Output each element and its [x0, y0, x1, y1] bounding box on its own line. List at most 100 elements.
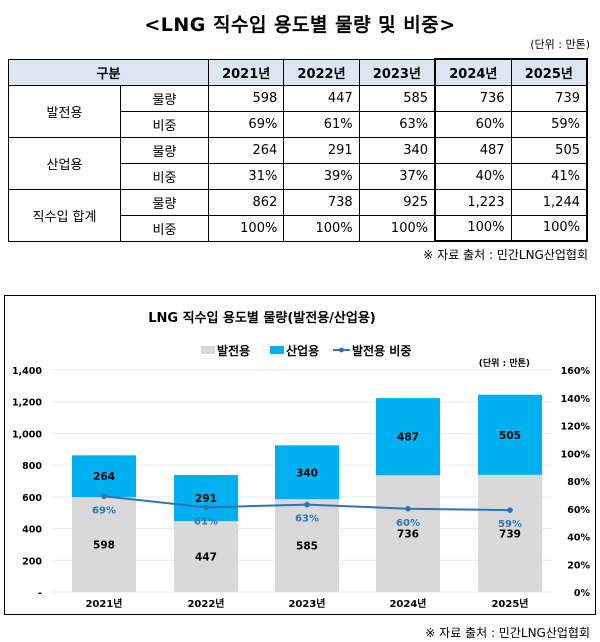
legend-label: 발전용 [217, 343, 250, 358]
x-tick-label: 2025년 [491, 597, 528, 610]
legend-label: 발전용 비중 [352, 343, 411, 358]
bar-industry [376, 398, 440, 476]
legend-label: 산업용 [286, 343, 319, 358]
bar-industry [174, 474, 238, 522]
table-cell: 40% [434, 162, 512, 190]
bar-label-power: 739 [499, 528, 521, 540]
page-title: <LNG 직수입 용도별 물량 및 비중> [144, 14, 456, 36]
header-year: 2025년 [510, 58, 588, 86]
y-tick-label: 600 [22, 493, 42, 504]
table-cell: 41% [510, 162, 588, 190]
bar-label-power: 598 [93, 540, 115, 552]
y2-tick-label: 100% [561, 449, 591, 460]
header-category: 구분 [8, 58, 209, 86]
table-cell: 487 [434, 136, 512, 164]
bar-power [174, 521, 238, 592]
share-point [507, 507, 513, 513]
table-source: ※ 자료 출처 : 민간LNG산업협회 [423, 248, 588, 262]
chart-source: ※ 자료 출처 : 민간LNG산업협회 [425, 626, 590, 640]
bar-label-industry: 340 [296, 467, 318, 479]
table-cell: 100% [207, 214, 285, 242]
table-cell: 59% [510, 110, 588, 138]
y2-tick-label: 40% [567, 533, 590, 544]
share-point [101, 493, 107, 500]
x-tick-label: 2024년 [389, 597, 426, 610]
legend-swatch-power [201, 346, 215, 354]
y-tick-label: 1,000 [12, 429, 42, 440]
y2-tick-label: 0% [574, 588, 591, 599]
header-year: 2022년 [283, 58, 360, 86]
table-cell: 925 [358, 188, 436, 216]
share-label: 60% [396, 518, 420, 529]
bar-label-industry: 291 [195, 493, 217, 505]
y2-tick-label: 20% [567, 560, 590, 571]
table-cell: 340 [358, 136, 436, 164]
bar-label-industry: 505 [499, 430, 521, 442]
group-label: 산업용 [8, 136, 121, 190]
table-cell: 505 [510, 136, 588, 164]
table-header-row: 구분 2021년 2022년 2023년 2024년 2025년 [8, 58, 588, 86]
share-label: 61% [194, 516, 218, 527]
x-tick-label: 2022년 [187, 597, 224, 610]
y2-tick-label: 60% [567, 505, 590, 516]
chart-frame [4, 295, 596, 615]
bar-power [376, 475, 440, 592]
bar-label-power: 585 [296, 541, 318, 553]
legend-swatch-industry [270, 346, 284, 354]
y-tick-label: 800 [22, 461, 42, 472]
table-row: 직수입 합계 물량 862 738 925 1,223 1,244 [8, 188, 588, 242]
x-tick-label: 2023년 [288, 597, 325, 610]
y-tick-label: - [38, 588, 42, 599]
bar-industry [275, 445, 339, 500]
y2-tick-label: 140% [561, 394, 591, 405]
table-cell: 447 [283, 84, 360, 112]
table-cell: 60% [434, 110, 512, 138]
chart-unit: (단위 : 만톤) [479, 357, 530, 369]
bar-label-industry: 264 [93, 471, 115, 483]
header-year: 2021년 [207, 58, 285, 86]
table-cell: 100% [358, 214, 436, 242]
table-cell: 63% [358, 110, 436, 138]
table-cell: 1,223 [434, 188, 512, 216]
table-cell: 100% [510, 214, 588, 242]
y-tick-label: 400 [22, 525, 42, 536]
table-cell: 291 [283, 136, 360, 164]
bar-industry [478, 394, 542, 475]
y-tick-label: 200 [22, 556, 42, 567]
header-year: 2024년 [434, 58, 512, 86]
bar-label-power: 447 [195, 552, 217, 564]
x-tick-label: 2021년 [85, 597, 122, 610]
y2-tick-label: 80% [567, 477, 590, 488]
table-cell: 738 [283, 188, 360, 216]
share-point [203, 504, 209, 511]
table-row: 비중 31% 39% 37% 40% 41% [9, 162, 588, 190]
header-year: 2023년 [358, 58, 436, 86]
table-row: 비중 69% 61% 63% 60% 59% [9, 110, 588, 138]
y-tick-label: 1,200 [12, 398, 42, 409]
table-cell: 739 [510, 84, 588, 112]
group-label: 직수입 합계 [8, 188, 121, 242]
table-row: 발전용 물량 598 447 585 736 739 [8, 84, 588, 138]
y-tick-label: 1,400 [12, 366, 42, 377]
bar-label-power: 736 [397, 529, 419, 541]
bar-power [72, 497, 136, 592]
bar-power [478, 474, 542, 592]
legend-marker-share [339, 347, 344, 353]
bar-power [275, 499, 339, 592]
share-label: 59% [498, 519, 522, 530]
share-label: 69% [92, 505, 116, 516]
y2-tick-label: 160% [561, 366, 591, 377]
share-point [405, 505, 411, 512]
share-label: 63% [295, 514, 319, 525]
unit-note: (단위 : 만톤) [530, 38, 590, 51]
table-cell: 1,244 [510, 188, 588, 216]
chart-title: LNG 직수입 용도별 물량(발전용/산업용) [148, 310, 375, 326]
bar-label-industry: 487 [397, 432, 419, 444]
bar-industry [72, 455, 136, 498]
data-table: 구분 2021년 2022년 2023년 2024년 2025년 발전용 물량 59… [8, 58, 588, 242]
table-cell: 100% [283, 214, 360, 242]
group-label: 발전용 [8, 84, 121, 138]
table-row: 비중 100% 100% 100% 100% 100% [9, 214, 588, 242]
y2-tick-label: 120% [561, 422, 591, 433]
